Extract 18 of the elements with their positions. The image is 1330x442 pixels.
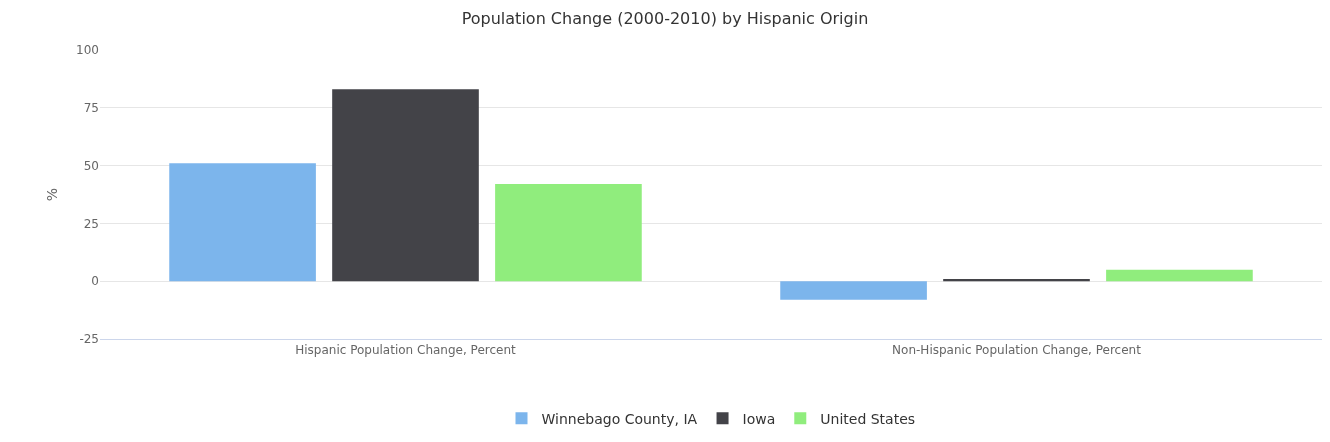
bar <box>1106 269 1253 282</box>
y-tick-label: 25 <box>83 216 99 231</box>
x-tick-label: Non-Hispanic Population Change, Percent <box>892 343 1142 358</box>
y-axis-title: % <box>43 187 60 202</box>
chart-title: Population Change (2000-2010) by Hispanic Origin <box>461 9 869 29</box>
y-tick-label: 0 <box>91 274 99 289</box>
bar <box>780 281 927 300</box>
legend-label: Winnebago County, IA <box>541 410 698 427</box>
y-tick-label: -25 <box>79 332 99 347</box>
bar <box>169 163 316 282</box>
legend-label: United States <box>820 410 916 427</box>
bar <box>495 184 642 282</box>
bar <box>332 89 479 282</box>
y-tick-label: 75 <box>83 101 99 115</box>
y-tick-label: 100 <box>76 43 99 58</box>
x-tick-label: Hispanic Population Change, Percent <box>295 343 517 358</box>
y-tick-label: 50 <box>83 158 99 173</box>
legend-label: Iowa <box>742 410 776 427</box>
